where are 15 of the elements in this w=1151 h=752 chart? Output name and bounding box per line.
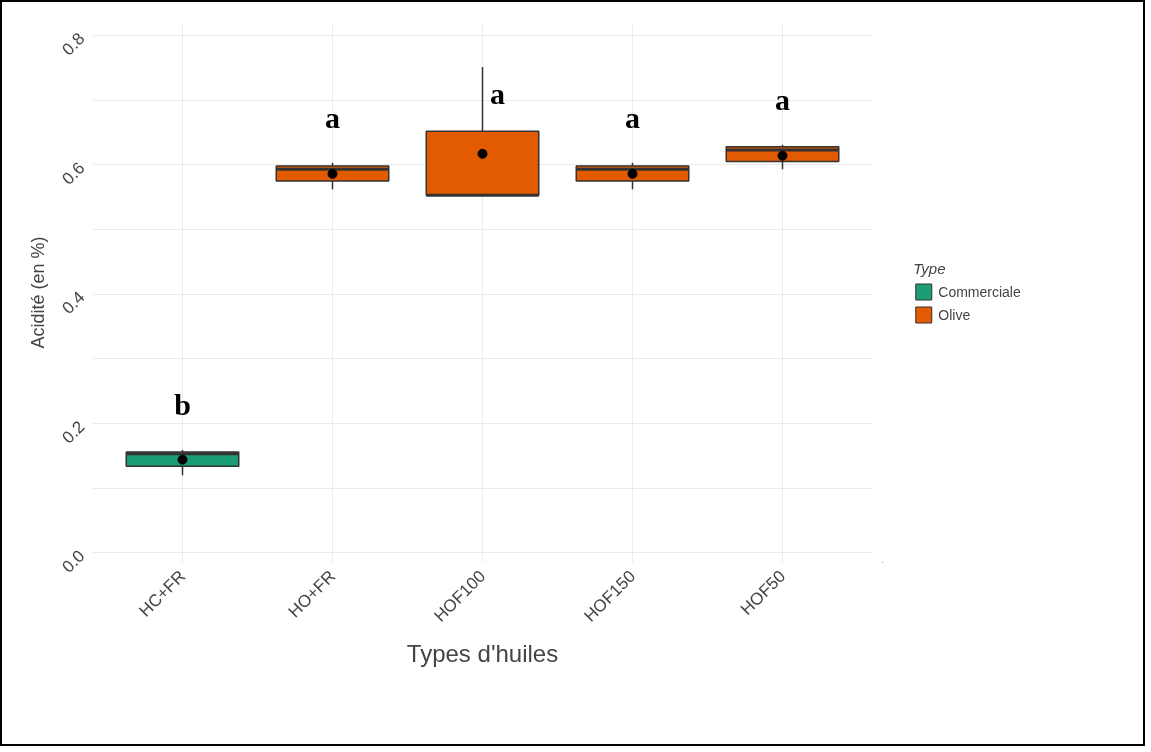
- legend-label: Commerciale: [938, 283, 1021, 300]
- y-tick-label: 0.4: [58, 287, 89, 318]
- annotation: a: [775, 82, 790, 116]
- legend-label: Olive: [938, 306, 971, 323]
- x-axis-title: Types d'huiles: [406, 640, 559, 668]
- annotation: a: [325, 101, 340, 135]
- annotation: b: [174, 388, 191, 422]
- annotation: a: [490, 77, 505, 111]
- y-tick-label: 0.0: [58, 546, 89, 577]
- y-tick-label: 0.8: [58, 29, 89, 60]
- y-tick-label: 0.2: [58, 417, 89, 448]
- legend-title: Type: [913, 259, 947, 277]
- annotation: a: [625, 101, 640, 135]
- y-axis-title: Acidité (en %): [28, 236, 49, 349]
- y-tick-label: 0.6: [58, 158, 89, 189]
